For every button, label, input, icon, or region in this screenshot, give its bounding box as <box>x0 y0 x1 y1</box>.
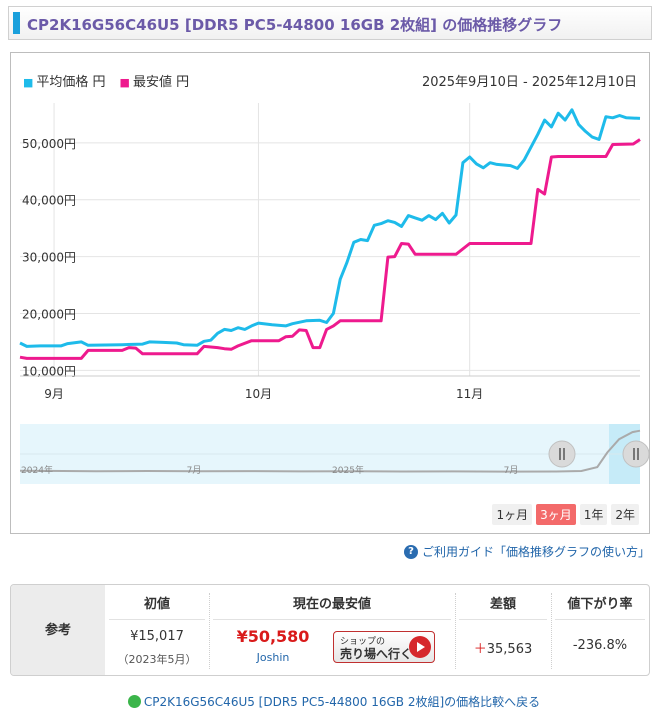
navigator-layer: 2024年 7月 2025年 7月 <box>19 429 641 476</box>
chart-legend: ■ 平均価格 円 ■ 最安値 円 <box>23 71 189 90</box>
play-arrow-icon <box>409 636 431 658</box>
min-price-line <box>19 138 641 360</box>
range-2y-button[interactable]: 2年 <box>611 504 639 525</box>
title-bar: CP2K16G56C46U5 [DDR5 PC5-44800 16GB 2枚組]… <box>8 6 652 40</box>
series-layer <box>19 108 641 360</box>
back-link-text: CP2K16G56C46U5 [DDR5 PC5-44800 16GB 2枚組]… <box>143 695 541 709</box>
drop-rate-value: -236.8% <box>572 638 628 653</box>
y-tick-label: 10,000円 <box>22 364 76 378</box>
current-min-shop[interactable]: Joshin <box>256 651 290 664</box>
guide-link-text: ご利用ガイド「価格推移グラフの使い方」 <box>421 545 650 559</box>
avg-price-line <box>19 108 641 348</box>
back-to-comparison-link[interactable]: CP2K16G56C46U5 [DDR5 PC5-44800 16GB 2枚組]… <box>0 693 668 710</box>
grid-layer <box>20 103 640 376</box>
y-tick-label: 50,000円 <box>22 137 76 151</box>
diff-header: 差額 <box>489 597 516 612</box>
initial-price-note: （2023年5月） <box>117 653 197 666</box>
x-tick-label: 9月 <box>44 387 64 401</box>
drop-rate-header: 値下がり率 <box>567 597 633 612</box>
page-title: CP2K16G56C46U5 [DDR5 PC5-44800 16GB 2枚組]… <box>27 16 563 34</box>
legend-min-marker: ■ <box>119 76 130 89</box>
navigator-line <box>19 429 641 473</box>
navigator-left-handle[interactable] <box>548 440 576 468</box>
green-circle-icon <box>127 695 141 708</box>
diff-value: ＋35,563 <box>455 638 551 657</box>
axis-layer: 10,000円 20,000円 30,000円 40,000円 50,000円 9月 10月… <box>20 137 640 401</box>
date-range: 2025年9月10日 - 2025年12月10日 <box>421 75 637 90</box>
diff-column: 差額 ＋35,563 <box>455 585 551 675</box>
legend-min[interactable]: ■ 最安値 円 <box>120 71 190 90</box>
legend-avg-marker: ■ <box>23 76 34 89</box>
range-buttons: 1ヶ月 3ヶ月 1年 2年 <box>492 504 639 525</box>
current-min-price: ¥50,580 <box>236 627 310 646</box>
reference-table: 参考 初値 ¥15,017 （2023年5月） 現在の最安値 ¥50,580 J… <box>10 584 650 676</box>
chart-svg: 10,000円 20,000円 30,000円 40,000円 50,000円 9月 10月… <box>19 103 649 484</box>
current-min-column: 現在の最安値 ¥50,580 Joshin ショップの 売り場へ行く <box>209 585 455 675</box>
column-divider <box>209 593 210 669</box>
y-tick-label: 30,000円 <box>22 251 76 265</box>
shop-button-label: 売り場へ行く <box>340 647 413 661</box>
go-to-shop-button[interactable]: ショップの 売り場へ行く <box>333 631 435 663</box>
y-tick-label: 20,000円 <box>22 307 76 321</box>
current-min-header: 現在の最安値 <box>292 597 371 612</box>
navigator-right-handle[interactable] <box>622 440 649 468</box>
plot-area <box>20 103 640 376</box>
navigator-tick-label: 2024年 <box>21 464 53 476</box>
initial-price-column: 初値 ¥15,017 （2023年5月） <box>105 585 209 675</box>
shop-button-small-label: ショップの <box>340 637 386 647</box>
guide-link[interactable]: ? ご利用ガイド「価格推移グラフの使い方」 <box>403 543 650 560</box>
range-1m-button[interactable]: 1ヶ月 <box>492 504 533 525</box>
x-tick-label: 11月 <box>456 387 483 401</box>
initial-price-header: 初値 <box>143 597 170 612</box>
diff-amount: 35,563 <box>486 642 533 657</box>
y-tick-label: 40,000円 <box>22 194 76 208</box>
column-divider <box>551 593 552 669</box>
drop-rate-column: 値下がり率 -236.8% <box>551 585 649 675</box>
question-icon: ? <box>403 544 418 559</box>
navigator-tick-label: 2025年 <box>332 464 364 476</box>
navigator-tick-label: 7月 <box>504 465 519 476</box>
diff-sign: ＋ <box>473 642 487 657</box>
legend-avg-label: 平均価格 円 <box>36 75 106 90</box>
initial-price-value: ¥15,017 <box>130 629 184 644</box>
column-divider <box>455 593 456 669</box>
legend-min-label: 最安値 円 <box>132 75 190 90</box>
reference-row-header: 参考 <box>11 585 105 675</box>
range-3m-button[interactable]: 3ヶ月 <box>536 504 576 525</box>
x-tick-label: 10月 <box>245 387 272 401</box>
legend-avg[interactable]: ■ 平均価格 円 <box>23 71 106 90</box>
navigator-tick-label: 7月 <box>187 465 202 476</box>
title-accent <box>13 12 20 34</box>
price-chart-panel: ■ 平均価格 円 ■ 最安値 円 2025年9月10日 - 2025年12月10日 … <box>10 52 650 534</box>
range-1y-button[interactable]: 1年 <box>579 504 608 525</box>
